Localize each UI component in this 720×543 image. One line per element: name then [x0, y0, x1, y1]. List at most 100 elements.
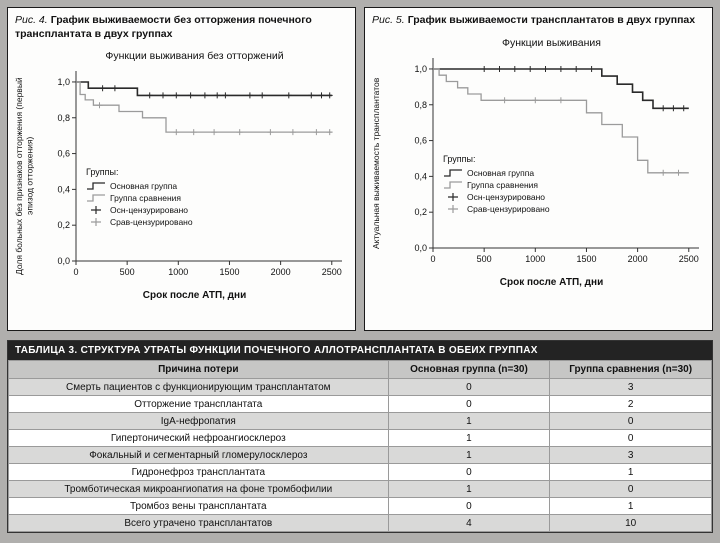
legend-title: Группы:	[443, 153, 476, 164]
table-row: Тромбоз вены трансплантата 0 1	[8, 497, 712, 515]
table-total-row: Всего утрачено трансплантатов 4 10	[8, 514, 712, 532]
y-tick-label: 1,0	[414, 64, 427, 74]
chart-title: Функции выживания без отторжений	[105, 50, 284, 63]
censor-mark	[680, 104, 687, 111]
y-tick-label: 0,8	[57, 113, 70, 123]
censor-mark	[201, 92, 208, 99]
legend-label: Срав-цензурировано	[110, 217, 193, 228]
legend-item: Группа сравнения	[443, 179, 550, 191]
chart-area: Доля больных без признаков отторжения (п…	[14, 65, 349, 287]
value-cell: 0	[549, 412, 712, 430]
table-3-block: ТАБЛИЦА 3. СТРУКТУРА УТРАТЫ ФУНКЦИИ ПОЧЕ…	[7, 340, 713, 533]
legend-title: Группы:	[86, 167, 119, 178]
table-title: ТАБЛИЦА 3. СТРУКТУРА УТРАТЫ ФУНКЦИИ ПОЧЕ…	[8, 341, 712, 360]
value-cell: 4	[387, 514, 551, 532]
censor-mark	[501, 96, 508, 103]
cause-cell: Фокальный и сегментарный гломерулосклеро…	[8, 446, 389, 464]
censor-mark	[160, 92, 166, 99]
censor-mark	[187, 92, 194, 99]
value-cell: 0	[387, 395, 551, 413]
figure-label: Рис. 5.	[372, 14, 405, 26]
censor-mark	[289, 129, 296, 136]
censor-mark	[675, 169, 682, 176]
table-row: Гипертонический нефроангиосклероз 1 0	[8, 429, 712, 447]
figure-4-panel: Рис. 4. График выживаемости без отторжени…	[7, 7, 356, 331]
censor-mark	[557, 65, 564, 72]
figure-panels: Рис. 4. График выживаемости без отторжени…	[7, 7, 713, 331]
censor-mark	[660, 169, 667, 176]
censor-mark	[146, 92, 153, 99]
censor-mark	[285, 92, 292, 99]
censor-mark	[496, 65, 503, 72]
censor-mark	[173, 92, 180, 99]
cause-cell: Смерть пациентов с функционирующим транс…	[8, 378, 389, 396]
legend-glyph-icon	[444, 168, 462, 177]
censor-mark	[246, 92, 253, 99]
value-cell: 0	[549, 429, 712, 447]
chart-legend: Группы: Основная группа Группа сравнения О…	[443, 154, 550, 215]
legend-glyph-icon	[448, 204, 458, 213]
y-tick-label: 0,6	[57, 149, 70, 159]
value-cell: 0	[387, 463, 551, 481]
value-cell: 2	[549, 395, 712, 413]
censor-mark	[542, 65, 549, 72]
cause-cell: Гипертонический нефроангиосклероз	[8, 429, 389, 447]
x-tick-label: 500	[477, 254, 492, 264]
value-cell: 0	[387, 497, 551, 515]
legend-item: Срав-цензурировано	[443, 203, 550, 215]
legend-label: Основная группа	[467, 167, 535, 178]
legend-glyph-icon	[444, 180, 462, 189]
x-tick-label: 2000	[628, 254, 648, 264]
y-tick-label: 0,0	[57, 256, 70, 266]
loss-table-body: Смерть пациентов с функционирующим транс…	[8, 378, 712, 532]
y-tick-label: 1,0	[57, 77, 70, 87]
survival-plot: 0,0 0,2 0,4 0,6 0,8 1,0 0 500 1000 1500 2000 2500	[57, 71, 342, 277]
x-axis-label: Срок после АТП, дни	[499, 276, 604, 288]
value-cell: 1	[387, 480, 551, 498]
censor-mark	[660, 104, 667, 111]
value-cell: 3	[549, 378, 712, 396]
censor-mark	[236, 129, 243, 136]
legend-glyph-icon	[91, 206, 101, 215]
survival-plot: 0,0 0,2 0,4 0,6 0,8 1,0 0 500 1000 1500 2000 2500	[414, 57, 699, 264]
table-row: IgA-нефропатия 1 0	[8, 412, 712, 430]
cause-cell: Отторжение трансплантата	[8, 395, 389, 413]
censor-mark	[527, 65, 534, 72]
table-row: Отторжение трансплантата 0 2	[8, 395, 712, 413]
column-header-comparison-group: Группа сравнения (n=30)	[549, 360, 712, 379]
table-row: Смерть пациентов с функционирующим транс…	[8, 378, 712, 396]
legend-label: Осн-цензурировано	[110, 205, 189, 216]
censor-mark	[573, 65, 580, 72]
y-tick-label: 0,0	[414, 243, 427, 253]
x-tick-label: 2500	[322, 267, 342, 277]
value-cell: 1	[387, 446, 551, 464]
figure-5-panel: Рис. 5. График выживаемости трансплантато…	[364, 7, 713, 331]
censor-mark	[267, 129, 274, 136]
censor-mark	[318, 92, 325, 99]
legend-item: Осн-цензурировано	[86, 204, 193, 216]
value-cell: 10	[549, 514, 712, 532]
censor-mark	[259, 92, 266, 99]
value-cell: 1	[387, 429, 551, 447]
legend-glyph-icon	[87, 182, 105, 190]
series-line	[433, 67, 689, 109]
x-axis-label: Срок после АТП, дни	[142, 290, 247, 302]
censor-mark	[532, 96, 539, 103]
censor-mark	[557, 96, 564, 103]
figure-caption-text: График выживаемости без отторжения почеч…	[15, 14, 312, 40]
cause-cell: Тромбоз вены трансплантата	[8, 497, 389, 515]
x-tick-label: 1000	[168, 267, 188, 277]
figure-label: Рис. 4.	[15, 14, 48, 26]
loss-table: Причина потери Основная группа (n=30) Гр…	[8, 360, 712, 532]
censor-mark	[313, 129, 320, 136]
value-cell: 0	[549, 480, 712, 498]
value-cell: 3	[549, 446, 712, 464]
legend-label: Группа сравнения	[110, 193, 181, 204]
legend-glyph-icon	[87, 194, 105, 202]
y-tick-label: 0,2	[57, 220, 70, 230]
x-tick-label: 2500	[679, 254, 699, 264]
legend-item: Основная группа	[86, 180, 193, 192]
legend-item: Основная группа	[443, 167, 550, 179]
value-cell: 1	[549, 463, 712, 481]
